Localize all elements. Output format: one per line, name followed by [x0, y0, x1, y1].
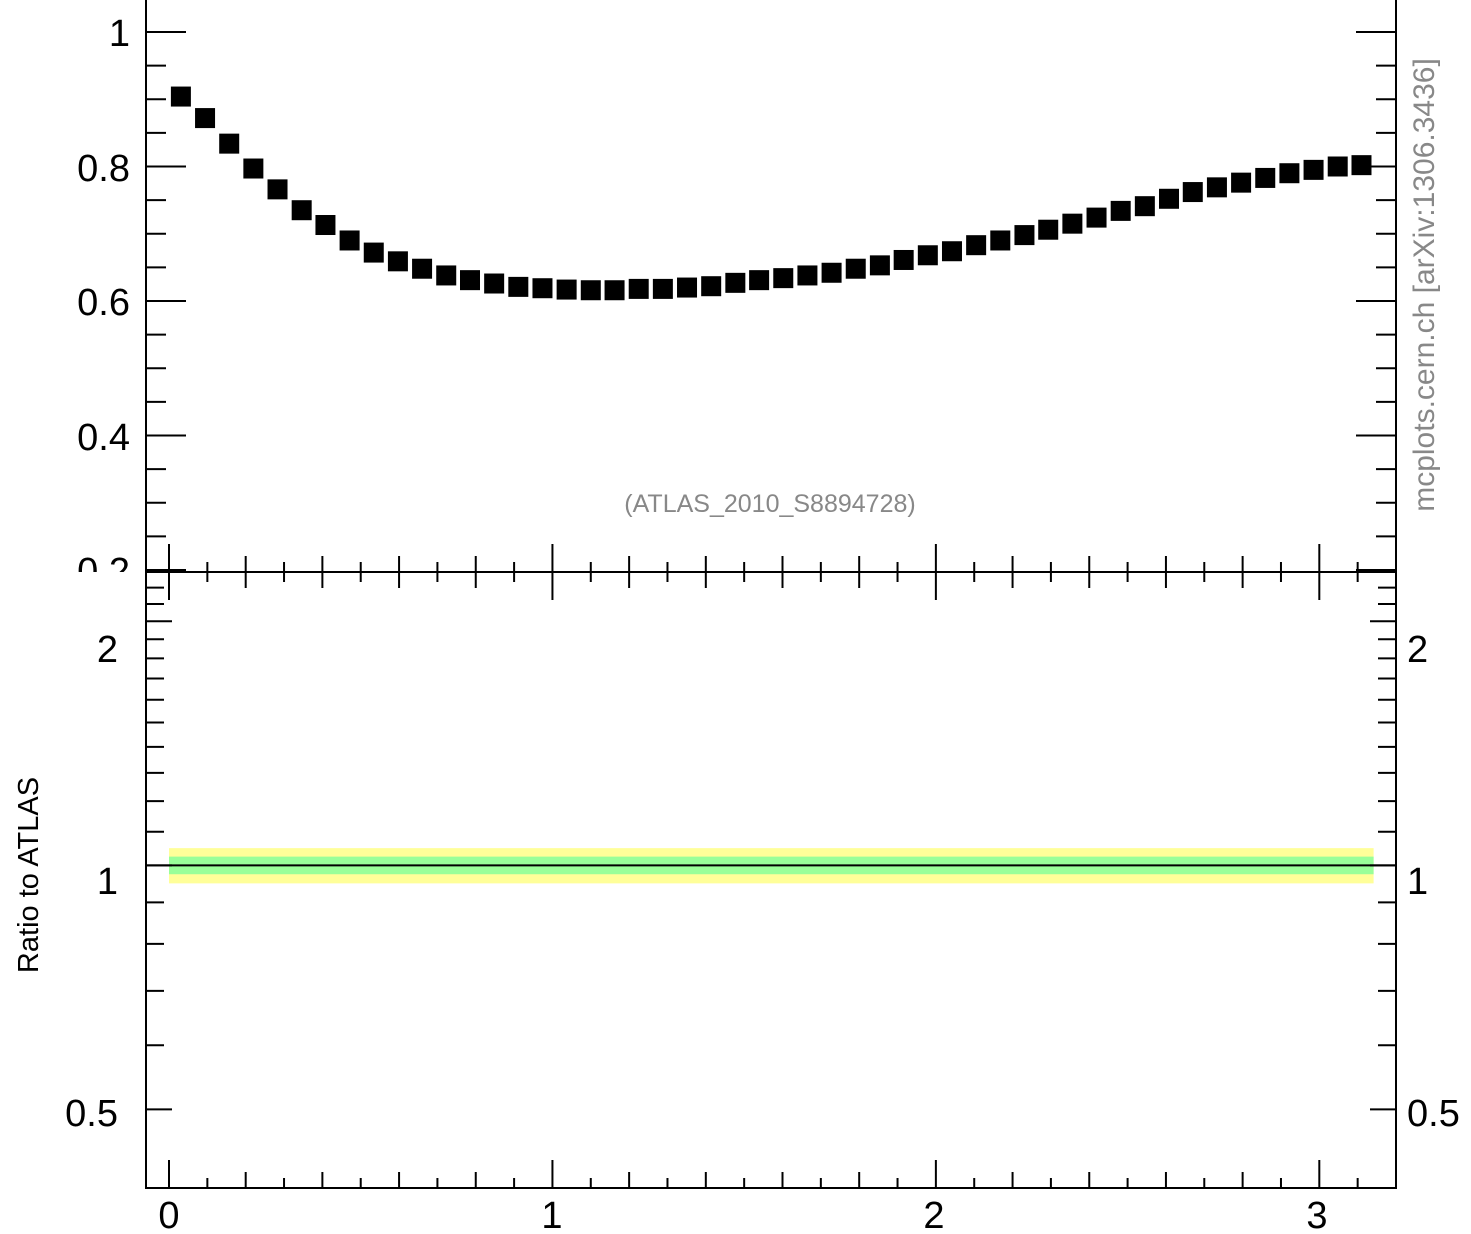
x-ticks: [146, 544, 1397, 1188]
ratio-y-tick-label: 1: [97, 861, 118, 903]
x-tick-label: 1: [541, 1195, 562, 1234]
main-y-tick-label: 0.8: [77, 148, 130, 190]
ratio-y-tick-label: 2: [97, 629, 118, 671]
data-point: [845, 258, 866, 279]
x-tick-label: 3: [1306, 1195, 1327, 1234]
data-point: [1303, 159, 1324, 180]
ratio-panel: 2 1 0.5 2 1 0.5 0 1 2 3 Ratio to ATLAS: [13, 544, 1460, 1234]
data-point: [556, 279, 577, 300]
data-point: [701, 276, 722, 297]
data-point: [195, 108, 216, 129]
data-point: [941, 241, 962, 262]
data-point: [652, 278, 673, 299]
ratio-y-axis-title: Ratio to ATLAS: [13, 777, 45, 973]
data-point: [797, 265, 818, 286]
data-point: [677, 277, 698, 298]
data-point: [1159, 188, 1180, 209]
data-points: [170, 86, 1372, 301]
data-point: [773, 268, 794, 289]
main-y-tick-labels: 1 0.8 0.6 0.4 0.2: [77, 13, 130, 593]
data-point: [484, 273, 505, 294]
data-point: [1062, 213, 1083, 234]
data-point: [436, 265, 457, 286]
data-point: [1038, 219, 1059, 240]
data-point: [725, 272, 746, 293]
ratio-y-tick-label: 2: [1407, 629, 1428, 671]
data-point: [532, 278, 553, 299]
data-point: [267, 179, 288, 200]
main-panel: 1 0.8 0.6 0.4 0.2 (ATLAS_2010_S8894728): [77, 0, 1397, 593]
ratio-y-tick-label: 0.5: [65, 1093, 118, 1135]
data-point: [1086, 207, 1107, 228]
ratio-y-tick-labels-right: 2 1 0.5: [1407, 629, 1460, 1135]
data-point: [580, 280, 601, 301]
data-point: [1351, 155, 1372, 176]
main-y-ticks: [146, 31, 1396, 571]
data-point: [291, 200, 312, 221]
data-point: [363, 242, 384, 263]
main-y-tick-label: 0.6: [77, 282, 130, 324]
data-point: [508, 276, 529, 297]
data-point: [966, 235, 987, 256]
ratio-y-tick-label: 0.5: [1407, 1093, 1460, 1135]
reference-label: (ATLAS_2010_S8894728): [624, 490, 915, 518]
x-tick-label: 0: [158, 1195, 179, 1234]
data-point: [1182, 182, 1203, 203]
data-point: [219, 133, 240, 154]
data-point: [1279, 163, 1300, 184]
ratio-y-tick-label: 1: [1407, 861, 1428, 903]
data-point: [1206, 177, 1227, 198]
data-point: [1231, 172, 1252, 193]
data-point: [869, 255, 890, 276]
data-point: [893, 249, 914, 270]
data-point: [1327, 156, 1348, 177]
data-point: [1255, 167, 1276, 188]
data-point: [460, 270, 481, 291]
data-point: [990, 230, 1011, 251]
main-axes: [145, 0, 1397, 572]
main-y-tick-label: 0.4: [77, 417, 130, 459]
data-point: [917, 245, 938, 266]
watermark: mcplots.cern.ch [arXiv:1306.3436]: [1408, 58, 1441, 512]
data-point: [243, 158, 264, 179]
data-point: [628, 278, 649, 299]
data-point: [1014, 225, 1035, 246]
x-tick-label: 2: [923, 1195, 944, 1234]
data-point: [170, 86, 191, 107]
ratio-y-tick-labels-left: 2 1 0.5: [65, 629, 118, 1135]
data-point: [387, 251, 408, 272]
data-point: [604, 280, 625, 301]
data-point: [1134, 196, 1155, 217]
data-point: [412, 258, 433, 279]
data-point: [821, 262, 842, 283]
data-point: [315, 215, 336, 236]
data-point: [749, 270, 770, 291]
x-tick-labels: 0 1 2 3: [158, 1195, 1327, 1234]
main-y-tick-label: 1: [109, 13, 130, 55]
data-point: [1110, 200, 1131, 221]
data-point: [339, 230, 360, 251]
ratio-y-ticks: [146, 586, 1396, 1111]
